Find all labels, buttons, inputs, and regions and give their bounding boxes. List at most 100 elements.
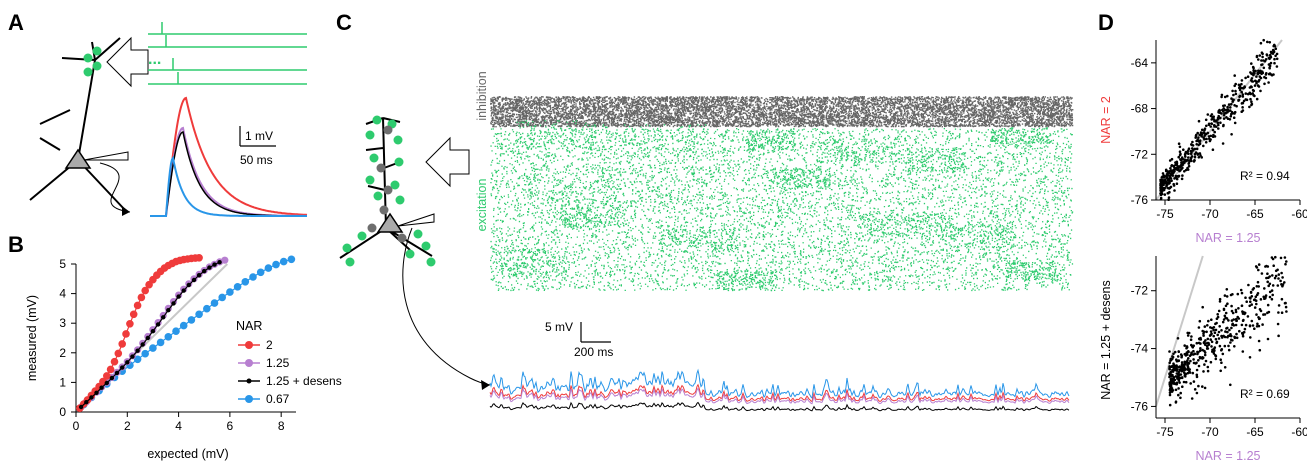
data-point	[140, 342, 145, 347]
legend-item-nar-2: 2	[266, 338, 273, 352]
voltage-trace-nar-1-25	[489, 387, 1070, 405]
data-point	[256, 268, 265, 277]
soma-a	[64, 148, 92, 169]
data-point	[191, 277, 197, 283]
scatter-points-d-bottom	[1168, 255, 1288, 407]
data-point	[195, 253, 203, 262]
arrow-c	[425, 136, 470, 188]
data-point	[149, 344, 157, 352]
x-tick-label-b: 0	[73, 419, 80, 433]
raster-label-inhibition: inhibition	[475, 71, 489, 120]
data-point	[141, 349, 149, 358]
y-tick-label-b: 2	[59, 346, 66, 360]
legend-b: 2 1.25 1.25 + desens 0.67	[238, 338, 342, 406]
x-axis-label-b: expected (mV)	[147, 447, 228, 461]
data-point	[114, 370, 120, 376]
data-point	[249, 273, 257, 281]
scale-bar-c-y-label: 5 mV	[545, 320, 573, 334]
data-point	[212, 262, 217, 267]
x-tick-label-b: 6	[227, 419, 234, 433]
electrode-a	[83, 151, 129, 161]
x-tick-label-b: 8	[278, 419, 285, 433]
panel-a: ... 1 mV 50 ms	[29, 22, 308, 217]
legend-item-nar-0-67: 0.67	[266, 392, 290, 406]
legend-marker-nar-1-25-desens	[246, 378, 252, 384]
x-tick-label-b: 4	[175, 419, 182, 433]
data-point	[109, 375, 115, 381]
data-point	[187, 316, 196, 324]
data-point	[196, 273, 202, 278]
data-point	[137, 293, 146, 302]
y-tick-label: -72	[1131, 284, 1149, 298]
data-point	[110, 357, 119, 366]
scale-bar-c-x-label: 200 ms	[574, 345, 613, 359]
data-point	[130, 354, 135, 359]
data-point	[120, 365, 125, 370]
legend-title-b: NAR	[236, 319, 262, 333]
data-point	[133, 355, 142, 364]
data-point	[241, 278, 250, 286]
excitation-spikes	[490, 120, 1074, 292]
x-tick-label: -65	[1246, 425, 1264, 439]
scale-bar-c	[580, 322, 611, 343]
data-point	[279, 257, 288, 266]
panel-label-b: B	[8, 232, 24, 257]
data-point	[122, 330, 130, 338]
data-point	[195, 310, 203, 319]
x-axis-label-d-top: NAR = 1.25	[1196, 231, 1261, 245]
y-tick-label: -72	[1131, 147, 1149, 161]
data-point	[94, 390, 99, 395]
y-tick-label: -76	[1131, 193, 1149, 207]
data-point	[145, 335, 150, 341]
data-point	[84, 400, 89, 405]
data-point	[141, 286, 149, 295]
y-axis-label-d-bottom: NAR = 1.25 + desens	[1099, 280, 1113, 400]
legend-item-nar-1-25: 1.25	[266, 356, 290, 370]
data-point	[221, 256, 229, 264]
voltage-trace-nar-1-25-desens	[489, 401, 1070, 412]
synapses-inhibitory-c	[367, 125, 407, 243]
x-tick-label: -75	[1156, 207, 1174, 221]
data-point	[203, 304, 211, 313]
ellipsis-a: ...	[148, 51, 161, 68]
psp-trace-nar-2	[150, 96, 308, 217]
x-tick-label: -65	[1246, 207, 1264, 221]
voltage-trace-nar-2	[489, 383, 1070, 403]
data-point	[89, 395, 94, 400]
legend-item-nar-1-25-desens: 1.25 + desens	[266, 374, 342, 388]
raster-label-excitation: excitation	[475, 179, 489, 232]
data-point	[171, 301, 176, 306]
data-point	[264, 264, 273, 272]
scale-bar-a-x-label: 50 ms	[240, 153, 273, 167]
data-point	[106, 365, 115, 374]
y-tick-label-b: 1	[59, 375, 66, 389]
inhibition-spikes	[490, 96, 1074, 128]
x-tick-label: -60	[1291, 425, 1307, 439]
data-point	[155, 322, 161, 327]
y-tick-label-b: 5	[59, 257, 66, 271]
r2-d-top: R² = 0.94	[1240, 169, 1290, 183]
scale-bar-a-y-label: 1 mV	[245, 129, 273, 143]
data-point	[218, 293, 226, 302]
panel-label-c: C	[336, 10, 352, 35]
y-tick-label-b: 0	[59, 405, 66, 419]
panel-label-d: D	[1098, 10, 1114, 35]
data-point	[125, 360, 130, 365]
electrode-c	[397, 213, 435, 227]
data-point	[135, 348, 140, 353]
psp-trace-nar-0-67	[150, 155, 307, 217]
spike-trains-a	[148, 22, 307, 85]
data-point	[210, 299, 219, 307]
recording-arrow-c	[402, 227, 491, 386]
data-point	[172, 327, 180, 336]
data-point	[78, 404, 84, 410]
synapse-cluster-a	[83, 46, 102, 77]
r2-d-bottom: R² = 0.69	[1240, 387, 1290, 401]
data-point	[166, 308, 171, 313]
y-axis-label-b: measured (mV)	[25, 295, 39, 381]
x-tick-label-b: 2	[124, 419, 131, 433]
data-point	[226, 288, 234, 296]
data-point	[156, 338, 165, 347]
data-point	[129, 310, 138, 319]
